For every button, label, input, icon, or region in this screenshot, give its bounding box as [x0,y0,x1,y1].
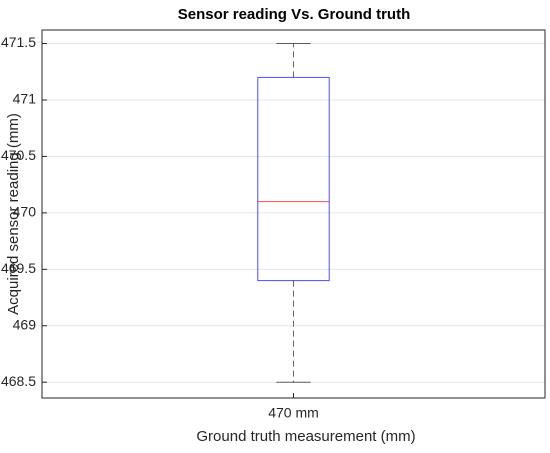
y-axis-label: Acquired sensor reading (mm) [5,113,22,315]
chart-title: Sensor reading Vs. Ground truth [178,6,411,23]
y-tick-label: 469 [13,316,37,332]
y-tick-label: 471.5 [1,34,36,50]
x-tick-label: 470 mm [268,405,319,421]
y-tick-label: 469.5 [1,260,36,276]
y-tick-label: 470.5 [1,147,36,163]
y-tick-label: 470 [13,204,37,220]
y-tick-label: 468.5 [1,373,36,389]
box [257,76,330,282]
y-tick-label: 471 [13,91,37,107]
x-axis-label: Ground truth measurement (mm) [196,428,415,445]
